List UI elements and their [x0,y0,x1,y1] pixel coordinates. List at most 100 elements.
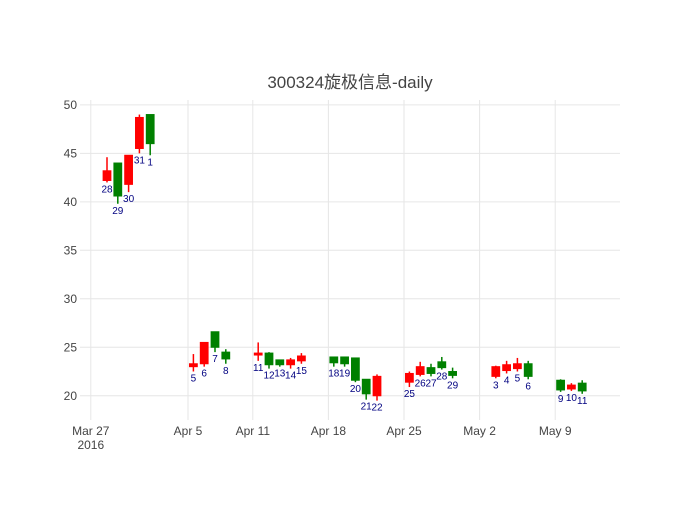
candle-body [253,352,263,356]
candle[interactable] [523,360,533,380]
candle[interactable] [556,379,565,392]
candle-body [567,384,576,390]
candle-date-label: 1 [147,157,153,168]
candle-body [275,359,285,366]
candle-body [556,379,565,391]
y-gridlines [80,104,620,397]
candle-body [189,363,198,368]
candle-body [351,357,360,381]
candle[interactable] [372,374,382,401]
candle-date-label: 10 [566,393,578,404]
candle[interactable] [340,356,349,367]
candle-date-label: 28 [101,184,113,195]
candle-body [502,364,511,372]
candle-date-label: 21 [361,402,373,413]
candle-body [448,371,457,376]
candle-body [221,351,231,360]
candle[interactable] [577,380,587,394]
candle[interactable] [113,162,123,204]
y-tick-label: 35 [64,243,78,257]
candle-date-label: 13 [274,369,286,380]
candle-date-label: 5 [191,374,197,385]
candle-body [124,154,133,185]
candle-body [491,366,501,377]
candle[interactable] [145,114,155,156]
candle[interactable] [189,354,198,372]
y-tick-labels: 20 25 30 35 40 45 50 [64,98,78,403]
candle-body [577,382,587,392]
candle-body [372,375,382,397]
candle[interactable] [513,357,522,372]
y-tick-label: 40 [64,195,78,209]
candle-date-label: 7 [212,354,218,365]
y-tick-label: 30 [64,292,78,306]
y-tick-label: 20 [64,389,78,403]
candle[interactable] [297,353,306,364]
candle-date-label: 8 [223,366,229,377]
candle-body [437,361,447,369]
candle-body [415,366,425,375]
candle-body [523,363,533,377]
y-tick-label: 45 [64,146,78,160]
candle-date-label: 4 [504,375,510,386]
candle-date-label: 14 [285,371,297,382]
x-tick-label: Apr 25 [386,424,422,438]
candle[interactable] [124,154,133,193]
candle[interactable] [102,157,112,183]
candle[interactable] [567,383,576,391]
candle-date-label: 5 [515,374,521,385]
candle[interactable] [351,357,360,383]
candle-body [102,170,112,181]
candle[interactable] [437,356,447,370]
candle-body [361,378,371,395]
chart-title: 300324旋极信息-daily [267,73,433,92]
candle[interactable] [426,363,436,377]
candle-date-label: 30 [123,194,135,205]
candle-date-label: 29 [447,380,459,391]
x-tick-label: Mar 27 [72,424,110,438]
candle-body [513,363,522,370]
candle-body [113,162,123,197]
x-tick-label: Apr 18 [311,424,347,438]
candle[interactable] [286,357,295,369]
y-tick-label: 50 [64,98,78,112]
candle-date-label: 22 [371,403,383,414]
candle[interactable] [221,349,231,364]
candle[interactable] [199,341,209,367]
x-tick-label: Apr 5 [174,424,203,438]
candle-date-label: 11 [577,396,588,407]
candle-date-label: 26 [415,378,427,389]
candle-body [286,359,295,366]
candle-date-label: 18 [328,369,340,380]
candle[interactable] [264,352,274,369]
candle-body [297,355,306,362]
candle[interactable] [361,378,371,400]
candle[interactable] [405,371,414,388]
x-tick-label: Apr 11 [236,424,271,438]
candle[interactable] [329,356,339,367]
x-tick-label: May 2 [463,424,496,438]
candle[interactable] [502,360,511,374]
candle-body [199,341,209,365]
x-tick-sublabel: 2016 [77,438,104,452]
candle[interactable] [415,361,425,377]
candle[interactable] [135,114,144,154]
candle[interactable] [491,365,501,379]
candle-date-label: 3 [493,380,499,391]
candle-body [340,356,349,365]
candles [102,114,587,401]
candle-date-label: 11 [253,363,264,374]
candle[interactable] [253,342,263,361]
candle-body [135,116,144,149]
candle[interactable] [210,331,220,353]
candle[interactable] [448,367,457,379]
candle-body [329,356,339,364]
candle-date-label: 6 [525,381,531,392]
candle-date-label: 28 [436,372,448,383]
candle[interactable] [275,359,285,367]
candle-body [405,372,414,383]
candle-date-label: 20 [350,384,362,395]
